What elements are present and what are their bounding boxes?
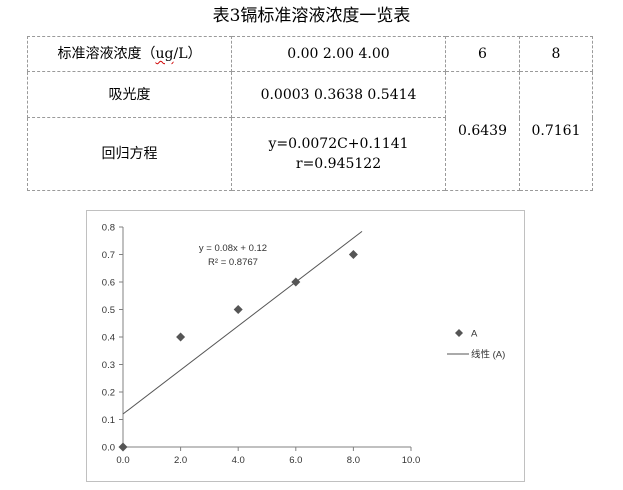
chart-svg: 0.0 0.1 0.2 0.3 0.4 0.5 0.6 0.7 0.8 0.0 2.0 4.0 6.0 8… bbox=[102, 223, 506, 467]
y-tick-label: 0.2 bbox=[102, 388, 115, 399]
legend-marker bbox=[455, 329, 463, 337]
concentration-values: 0.00 2.00 4.00 bbox=[231, 35, 446, 73]
trend-line bbox=[122, 231, 363, 415]
legend-series-label: A bbox=[471, 329, 478, 340]
table-row: 标准溶液浓度（ug/L） 0.00 2.00 4.00 6 8 bbox=[27, 35, 593, 73]
absorbance-label: 吸光度 bbox=[27, 71, 232, 119]
concentration-table: 标准溶液浓度（ug/L） 0.00 2.00 4.00 6 8 吸光度 0.00… bbox=[27, 35, 593, 191]
regression-label: 回归方程 bbox=[27, 117, 232, 191]
y-tick-label: 0.4 bbox=[102, 333, 115, 344]
y-tick-label: 0.1 bbox=[102, 415, 115, 426]
data-point bbox=[176, 332, 186, 342]
concentration-6: 6 bbox=[445, 35, 520, 73]
x-tick-label: 2.0 bbox=[174, 455, 187, 466]
table-row: 吸光度 0.0003 0.3638 0.5414 0.6439 0.7161 bbox=[27, 71, 593, 191]
unit-ug: ug bbox=[155, 46, 174, 63]
y-tick-label: 0.0 bbox=[102, 443, 115, 454]
concentration-label: 标准溶液浓度（ug/L） bbox=[27, 35, 232, 73]
table-title: 表3镉标准溶液浓度一览表 bbox=[212, 6, 411, 26]
data-point bbox=[118, 442, 128, 452]
legend-trend-label: 线性 (A) bbox=[471, 349, 505, 361]
x-tick-label: 6.0 bbox=[289, 455, 302, 466]
x-tick-label: 10.0 bbox=[402, 455, 421, 466]
absorbance-6: 0.6439 bbox=[445, 71, 520, 191]
scatter-chart: 0.0 0.1 0.2 0.3 0.4 0.5 0.6 0.7 0.8 0.0 2.0 4.0 6.0 8… bbox=[86, 210, 525, 482]
absorbance-8: 0.7161 bbox=[519, 71, 593, 191]
data-point bbox=[348, 250, 358, 259]
y-tick-label: 0.3 bbox=[102, 360, 115, 371]
data-point bbox=[291, 277, 301, 287]
concentration-8: 8 bbox=[519, 35, 593, 73]
r-squared-label: R² = 0.8767 bbox=[208, 257, 258, 268]
y-tick-label: 0.5 bbox=[102, 305, 115, 316]
data-point bbox=[233, 305, 243, 314]
y-tick-label: 0.6 bbox=[102, 278, 115, 289]
correlation-r: r=0.945122 bbox=[295, 156, 382, 173]
y-tick-label: 0.8 bbox=[102, 223, 115, 234]
trend-equation: y = 0.08x + 0.12 bbox=[199, 243, 267, 254]
x-tick-label: 0.0 bbox=[116, 455, 129, 466]
regression-cell: y=0.0072C+0.1141 r=0.945122 bbox=[231, 117, 446, 191]
x-tick-label: 8.0 bbox=[347, 455, 360, 466]
y-tick-label: 0.7 bbox=[102, 250, 115, 261]
x-tick-label: 4.0 bbox=[232, 455, 245, 466]
absorbance-values: 0.0003 0.3638 0.5414 bbox=[231, 71, 446, 119]
regression-equation: y=0.0072C+0.1141 bbox=[268, 136, 409, 153]
table-row: 回归方程 y=0.0072C+0.1141 r=0.945122 bbox=[27, 117, 593, 191]
